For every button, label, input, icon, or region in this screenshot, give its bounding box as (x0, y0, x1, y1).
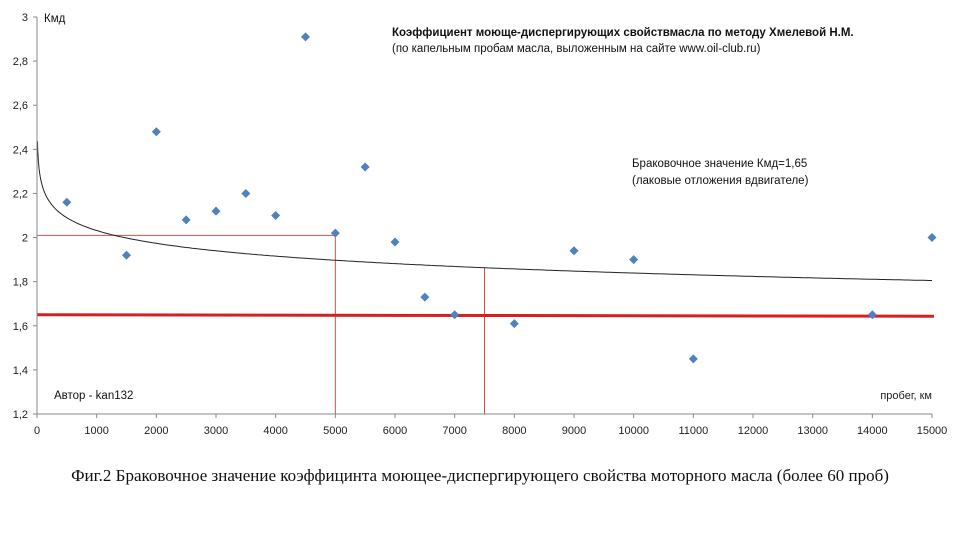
y-tick-label: 1,6 (13, 321, 28, 333)
y-tick-label: 3 (22, 12, 28, 24)
y-axis-label: Кмд (44, 13, 66, 25)
points-group (62, 32, 937, 364)
reference-lines (37, 234, 485, 414)
y-tick-label: 2,4 (13, 144, 28, 156)
x-tick-label: 9000 (562, 425, 586, 437)
x-tick-label: 10000 (618, 425, 649, 437)
chart-subtitle: (по капельным пробам масла, выложенным н… (392, 43, 761, 55)
data-point (867, 310, 877, 320)
data-point (301, 32, 310, 42)
x-tick-label: 11000 (678, 425, 708, 437)
data-point (122, 250, 131, 260)
x-tick-label: 3000 (204, 425, 228, 437)
chart-title: Коэффициент моюще-диспергирующих свойств… (392, 27, 854, 39)
x-tick-label: 14000 (857, 425, 888, 437)
x-tick-label: 15000 (917, 425, 948, 437)
data-point (360, 162, 370, 172)
figure-caption: Фиг.2 Браковочное значение коэффицинта м… (71, 466, 889, 485)
data-point (688, 354, 698, 364)
reject-value-label: Браковочное значение Кмд=1,65 (632, 158, 807, 170)
x-tick-label: 6000 (383, 425, 407, 437)
x-axis-label: пробег, км (880, 390, 932, 402)
trendline-group (37, 141, 932, 281)
author-label: Автор - kan132 (54, 390, 133, 402)
x-tick-label: 2000 (144, 425, 168, 437)
data-point (450, 310, 460, 320)
y-tick-label: 2,8 (13, 56, 28, 68)
reject-note-label: (лаковые отложения вдвигателе) (632, 175, 809, 187)
data-point (181, 215, 191, 225)
x-tick-label: 8000 (502, 425, 526, 437)
y-tick-label: 2 (22, 233, 28, 245)
x-tick-label: 4000 (263, 425, 287, 437)
x-tick-label: 7000 (442, 425, 466, 437)
axes (33, 16, 933, 418)
threshold-line (36, 313, 935, 318)
data-point (390, 237, 400, 247)
x-tick-label: 13000 (797, 425, 828, 437)
x-tick-label: 12000 (738, 425, 769, 437)
x-tick-label: 1000 (84, 425, 108, 437)
trendline (37, 141, 932, 281)
data-point (569, 246, 579, 256)
data-point (62, 197, 72, 207)
data-point (241, 188, 251, 198)
data-point (629, 255, 639, 265)
y-tick-label: 1,8 (13, 277, 28, 289)
data-point (927, 233, 937, 243)
data-point (420, 292, 430, 302)
tick-labels: 0 1000 2000 3000 4000 5000 6000 7000 8000 9000 100… (13, 12, 948, 437)
data-point (330, 228, 340, 238)
data-point (271, 211, 281, 220)
x-tick-label: 0 (34, 425, 40, 437)
y-tick-label: 2,6 (13, 100, 28, 112)
y-tick-label: 2,2 (13, 188, 28, 200)
data-point (509, 319, 519, 329)
y-tick-label: 1,2 (13, 409, 28, 421)
data-point (151, 127, 161, 137)
chart: 0 1000 2000 3000 4000 5000 6000 7000 8000 9000 100… (13, 12, 948, 437)
x-tick-label: 5000 (323, 425, 347, 437)
data-point (211, 206, 221, 216)
y-tick-label: 1,4 (13, 365, 28, 377)
threshold-group (36, 313, 935, 318)
